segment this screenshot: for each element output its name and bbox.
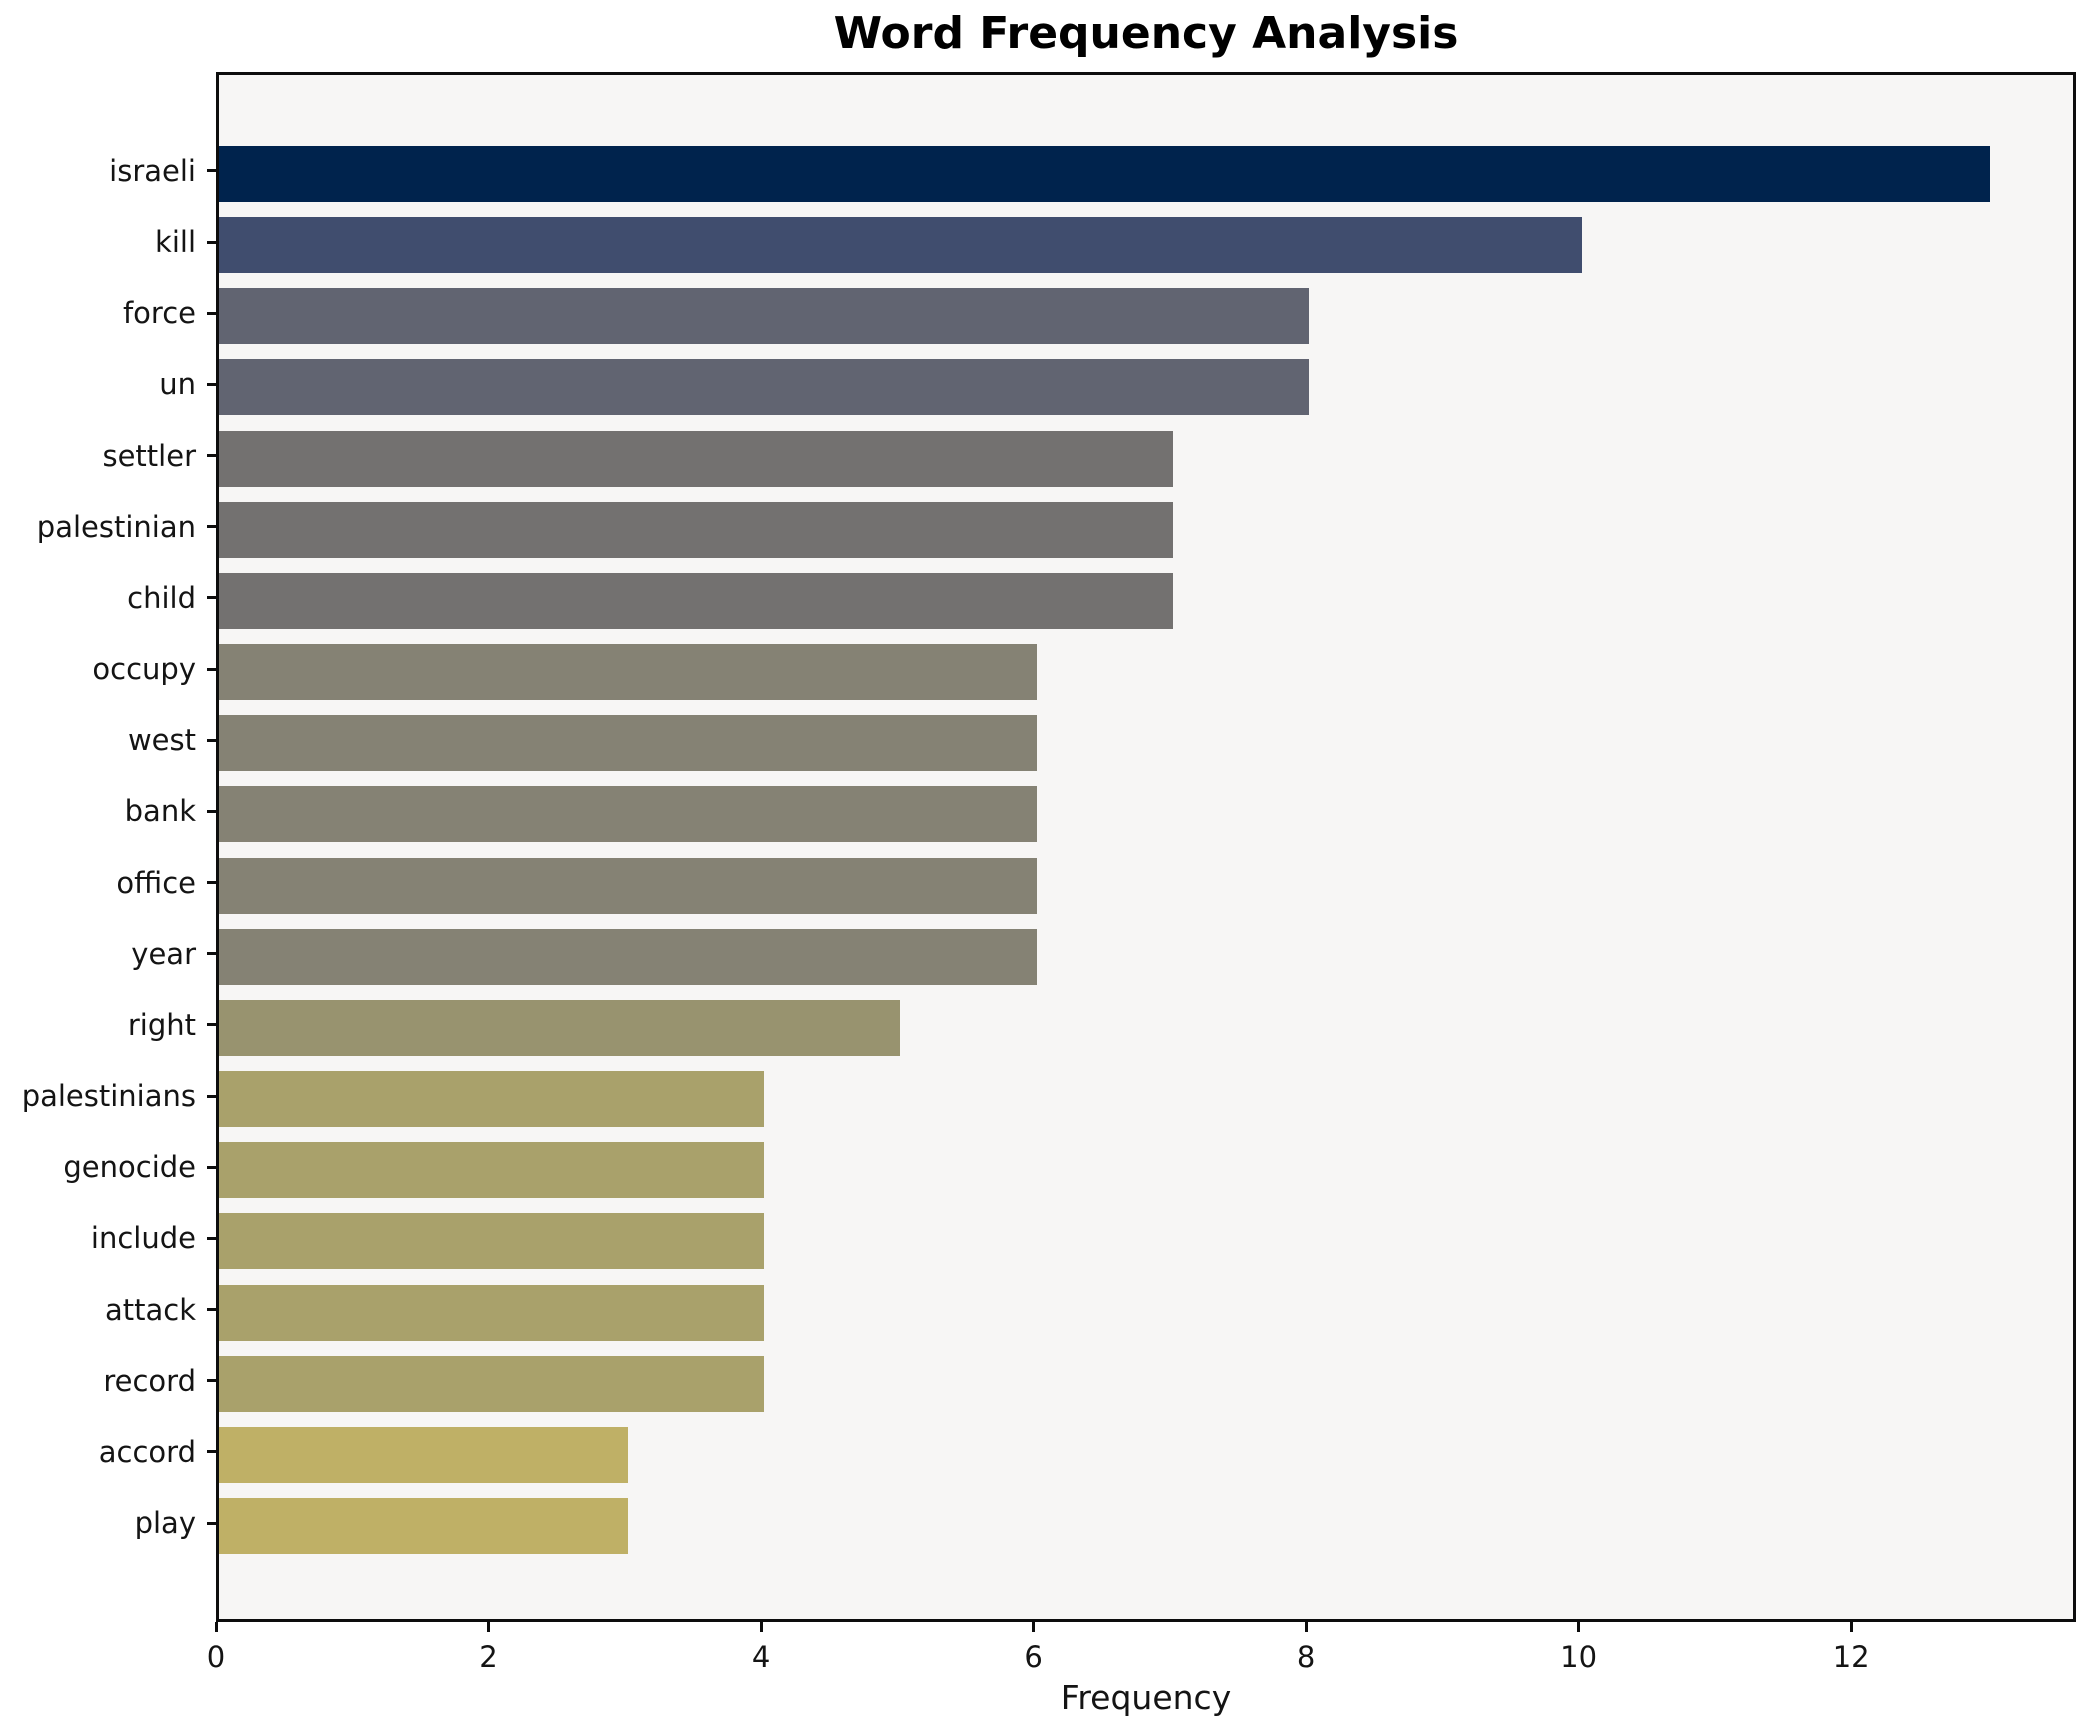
y-tick-label-bank: bank (124, 794, 196, 829)
y-tick-label-settler: settler (102, 438, 196, 473)
y-tick-label-west: west (127, 723, 196, 758)
y-tick-mark (207, 169, 216, 173)
bar-palestinians (219, 1071, 765, 1128)
y-tick-mark (207, 311, 216, 315)
y-tick-mark (207, 667, 216, 671)
bar-record (219, 1355, 765, 1412)
y-tick-label-palestinians: palestinians (21, 1079, 196, 1114)
y-tick-mark (207, 240, 216, 244)
y-tick-label-include: include (90, 1221, 196, 1256)
y-tick-mark (207, 1023, 216, 1027)
y-tick-mark (207, 525, 216, 529)
bar-bank (219, 786, 1037, 843)
bar-palestinian (219, 501, 1173, 558)
bar-year (219, 928, 1037, 985)
y-tick-mark (207, 1308, 216, 1312)
x-tick-mark (1032, 1622, 1036, 1632)
x-tick-mark (214, 1622, 218, 1632)
y-tick-label-genocide: genocide (63, 1150, 196, 1185)
x-tick-label-8: 8 (1296, 1640, 1316, 1674)
bar-west (219, 715, 1037, 772)
bar-play (219, 1498, 628, 1555)
x-tick-label-6: 6 (1024, 1640, 1043, 1674)
y-tick-mark (207, 1379, 216, 1383)
bar-force (219, 288, 1310, 345)
y-tick-mark (207, 1236, 216, 1240)
y-tick-label-attack: attack (104, 1292, 196, 1327)
x-tick-mark (1304, 1622, 1308, 1632)
bar-occupy (219, 644, 1037, 701)
x-tick-label-0: 0 (206, 1640, 226, 1674)
y-tick-mark (207, 809, 216, 813)
y-tick-mark (207, 1450, 216, 1454)
bar-include (219, 1213, 765, 1270)
y-tick-mark (207, 1094, 216, 1098)
bar-settler (219, 430, 1173, 487)
y-tick-mark (207, 454, 216, 458)
y-tick-label-right: right (127, 1007, 196, 1042)
y-tick-label-year: year (131, 936, 196, 971)
bar-israeli (219, 145, 1991, 202)
x-tick-mark (1577, 1622, 1581, 1632)
y-tick-label-office: office (116, 865, 196, 900)
chart-title: Word Frequency Analysis (833, 8, 1459, 59)
y-tick-mark (207, 881, 216, 885)
bar-attack (219, 1284, 765, 1341)
y-tick-label-kill: kill (155, 225, 196, 260)
bar-office (219, 857, 1037, 914)
y-tick-label-israeli: israeli (109, 153, 196, 188)
bar-right (219, 999, 901, 1056)
y-tick-mark (207, 1165, 216, 1169)
x-tick-label-2: 2 (479, 1640, 498, 1674)
bar-genocide (219, 1142, 765, 1199)
bar-un (219, 359, 1310, 416)
y-tick-label-record: record (103, 1363, 196, 1398)
y-tick-label-accord: accord (98, 1434, 196, 1469)
y-tick-label-child: child (127, 580, 196, 615)
bar-accord (219, 1426, 628, 1483)
y-tick-mark (207, 738, 216, 742)
x-tick-mark (487, 1622, 491, 1632)
bar-kill (219, 217, 1582, 274)
y-tick-label-palestinian: palestinian (36, 509, 196, 544)
y-tick-mark (207, 382, 216, 386)
x-tick-label-4: 4 (751, 1640, 771, 1674)
plot-area (216, 72, 2076, 1622)
x-tick-label-10: 10 (1560, 1640, 1598, 1674)
y-tick-label-force: force (122, 296, 196, 331)
y-tick-mark (207, 596, 216, 600)
x-axis-title: Frequency (1060, 1678, 1232, 1717)
y-tick-mark (207, 1521, 216, 1525)
x-tick-mark (1849, 1622, 1853, 1632)
y-tick-label-play: play (134, 1506, 196, 1541)
y-tick-mark (207, 952, 216, 956)
y-tick-label-un: un (159, 367, 196, 402)
x-tick-mark (759, 1622, 763, 1632)
bar-child (219, 572, 1173, 629)
y-tick-label-occupy: occupy (92, 652, 196, 687)
x-tick-label-12: 12 (1832, 1640, 1870, 1674)
